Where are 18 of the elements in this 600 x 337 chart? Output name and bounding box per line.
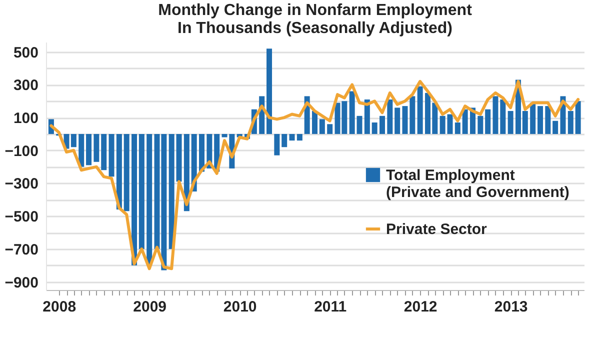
y-tick-label: −100: [4, 142, 38, 160]
y-tick-label: 500: [13, 44, 38, 62]
y-tick-label: 300: [13, 77, 38, 94]
y-tick-label: −500: [4, 208, 38, 226]
chart-subtitle: In Thousands (Seasonally Adjusted): [178, 20, 452, 37]
legend-label: Total Employment (Private and Government): [386, 167, 570, 201]
legend-label: Private Sector: [386, 221, 488, 238]
y-tick-label: −300: [4, 176, 38, 193]
y-tick-label: −700: [4, 241, 38, 258]
y-tick-label: 100: [13, 110, 38, 128]
x-tick-label: 2008: [42, 298, 76, 316]
x-tick-label: 2010: [223, 298, 257, 316]
x-tick-label: 2013: [494, 298, 528, 316]
y-tick-label: −900: [4, 274, 38, 292]
x-tick-label: 2009: [133, 298, 167, 316]
x-tick-label: 2012: [404, 298, 438, 316]
chart-title: Monthly Change in Nonfarm Employment: [158, 2, 473, 19]
x-tick-label: 2011: [314, 298, 347, 316]
